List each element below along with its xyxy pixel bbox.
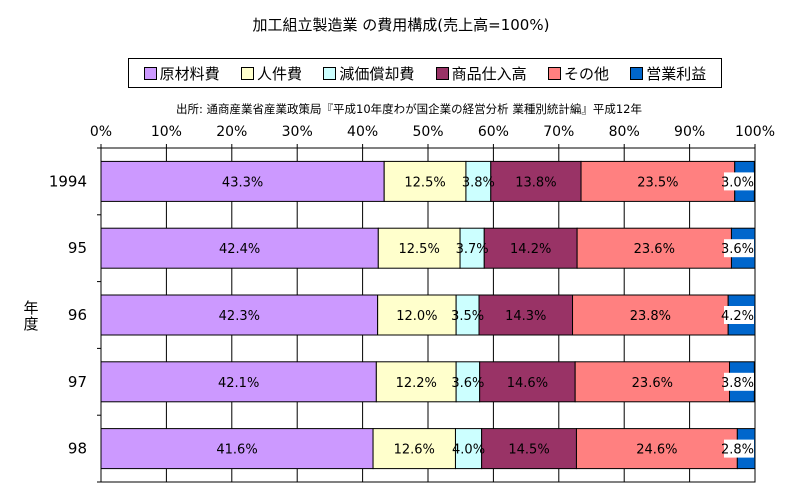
data-label: 43.3% [222, 175, 263, 190]
bar-segment [465, 160, 492, 202]
legend-item: その他 [547, 63, 609, 84]
data-label: 23.6% [632, 376, 673, 391]
bar-segment [100, 294, 379, 336]
data-label: 3.6% [721, 242, 754, 257]
data-label: 23.8% [630, 309, 671, 324]
data-label: 3.8% [721, 376, 754, 391]
data-label: 4.0% [452, 443, 485, 458]
y-axis-label-char: 年 [23, 299, 39, 317]
legend-item: 原材料費 [143, 63, 220, 84]
x-tick-label: 40% [347, 124, 378, 140]
x-tick-label: 100% [735, 124, 775, 140]
bar-segment [575, 428, 738, 470]
legend-label: 人件費 [256, 64, 302, 83]
data-label: 3.8% [462, 175, 495, 190]
chart-title: 加工組立製造業 の費用構成(売上高=100%) [252, 16, 550, 34]
category-label: 98 [68, 440, 87, 458]
data-label: 12.2% [396, 376, 437, 391]
x-tick-label: 30% [282, 124, 313, 140]
data-label-background [724, 372, 754, 391]
data-label-background [724, 306, 754, 324]
legend-label: その他 [563, 64, 609, 83]
legend-item: 減価償却費 [323, 63, 414, 84]
legend-swatch [435, 66, 449, 80]
data-label: 24.6% [636, 443, 677, 458]
x-tick-label: 90% [674, 124, 705, 140]
data-label: 3.5% [451, 309, 484, 324]
legend-swatch [547, 66, 561, 80]
x-tick-label: 70% [543, 124, 574, 140]
category-label: 1994 [49, 172, 87, 190]
data-label: 12.6% [394, 443, 435, 458]
x-tick-label: 10% [151, 124, 182, 140]
legend-label: 減価償却費 [339, 64, 415, 83]
data-label: 12.5% [404, 175, 445, 190]
data-label: 3.0% [721, 175, 754, 190]
legend-label: 商品仕入高 [451, 64, 527, 83]
x-tick-label: 80% [609, 124, 640, 140]
data-label: 23.6% [634, 242, 675, 257]
bar-segment [459, 227, 485, 269]
bar-segment [483, 227, 578, 269]
data-label: 41.6% [216, 443, 257, 458]
legend-item: 商品仕入高 [435, 63, 527, 84]
category-label: 97 [68, 373, 87, 391]
legend-swatch [630, 66, 644, 80]
bar-segment [100, 227, 379, 269]
bar-segment [375, 361, 457, 403]
y-axis-label-char: 度 [23, 315, 39, 333]
legend-swatch [323, 66, 337, 80]
data-label-background [724, 239, 754, 258]
source-note: 出所: 通商産業省産業政策局『平成10年度わが国企業の経営分析 業種別統計編』平… [176, 102, 642, 116]
bar-segment [100, 361, 377, 403]
data-label: 23.5% [637, 175, 678, 190]
data-label: 14.2% [510, 242, 551, 257]
data-label: 14.6% [507, 376, 548, 391]
legend-label: 原材料費 [159, 64, 220, 83]
data-label: 42.1% [218, 376, 259, 391]
data-label: 2.8% [721, 443, 754, 458]
x-tick-label: 20% [216, 124, 247, 140]
data-label: 4.2% [721, 309, 754, 324]
data-label: 12.0% [396, 309, 437, 324]
legend-item: 人件費 [240, 63, 302, 84]
bar-segment [479, 361, 576, 403]
x-tick-label: 0% [90, 124, 112, 140]
bar-segment [490, 160, 582, 202]
data-label: 3.6% [451, 376, 484, 391]
data-label: 13.8% [515, 175, 556, 190]
legend-swatch [143, 66, 157, 80]
category-label: 96 [68, 306, 87, 324]
data-label: 14.3% [505, 309, 546, 324]
bar-segment [383, 160, 467, 202]
bar-segment [478, 294, 574, 336]
bar-segment [377, 294, 457, 336]
legend-swatch [240, 66, 254, 80]
data-label-background [724, 172, 754, 191]
bar-segment [100, 428, 374, 470]
legend-item: 営業利益 [630, 63, 706, 84]
x-tick-label: 50% [412, 124, 443, 140]
data-label-background [724, 439, 754, 458]
bar-segment [576, 227, 732, 269]
bar-segment [481, 428, 577, 470]
bar-segment [574, 361, 730, 403]
category-label: 95 [68, 239, 87, 257]
data-label: 12.5% [399, 242, 440, 257]
bar-segment [100, 160, 385, 202]
legend: 原材料費 人件費 減価償却費 商品仕入高 その他 営業利益 [128, 58, 722, 88]
bar-segment [377, 227, 461, 269]
data-label: 14.5% [508, 443, 549, 458]
x-tick-label: 60% [478, 124, 509, 140]
data-label: 3.7% [456, 242, 489, 257]
y-axis-label: 年度 [22, 300, 40, 332]
bar-segment [580, 160, 736, 202]
bar-segment [372, 428, 456, 470]
data-label: 42.4% [219, 242, 260, 257]
data-label: 42.3% [219, 309, 260, 324]
legend-label: 営業利益 [646, 64, 707, 83]
